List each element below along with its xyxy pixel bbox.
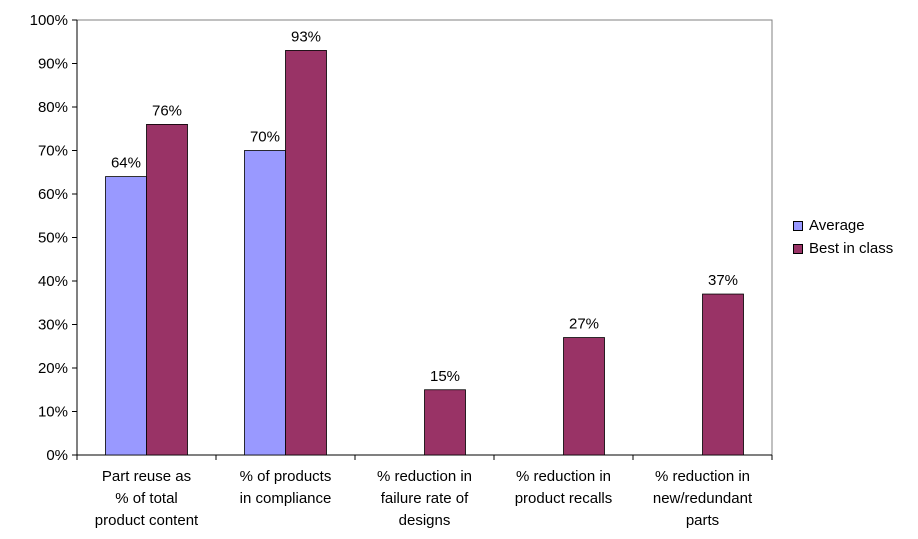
x-category-label: % of products in compliance — [240, 468, 332, 507]
legend-label-average: Average — [809, 217, 865, 234]
y-tick-label: 20% — [38, 360, 68, 377]
bar — [563, 337, 605, 456]
data-label: 37% — [708, 272, 738, 289]
y-tick-label: 60% — [38, 186, 68, 203]
data-label: 64% — [111, 155, 141, 172]
x-category-label: % reduction in product recalls — [515, 468, 613, 507]
legend: Average Best in class — [793, 214, 893, 260]
x-category-label: % reduction in failure rate of designs — [377, 468, 472, 529]
bar — [105, 176, 147, 456]
data-label: 15% — [430, 368, 460, 385]
y-tick-label: 0% — [46, 447, 68, 464]
legend-item-best-in-class: Best in class — [793, 237, 893, 260]
y-tick-label: 70% — [38, 143, 68, 160]
legend-item-average: Average — [793, 214, 893, 237]
data-label: 70% — [250, 129, 280, 146]
bar — [702, 293, 744, 456]
legend-swatch-average — [793, 220, 803, 231]
y-tick-label: 30% — [38, 317, 68, 334]
data-label: 93% — [291, 28, 321, 45]
y-tick-label: 100% — [30, 12, 68, 29]
y-tick-label: 90% — [38, 56, 68, 73]
legend-swatch-best-in-class — [793, 243, 803, 254]
y-tick-label: 50% — [38, 230, 68, 247]
bar — [424, 389, 466, 456]
y-tick-label: 40% — [38, 273, 68, 290]
data-label: 27% — [569, 316, 599, 333]
y-tick-label: 10% — [38, 404, 68, 421]
legend-label-best-in-class: Best in class — [809, 240, 894, 257]
x-category-label: % reduction in new/redundant parts — [653, 468, 753, 529]
bar — [285, 50, 327, 456]
bar — [146, 124, 188, 456]
data-label: 76% — [152, 102, 182, 119]
bar — [244, 150, 286, 456]
y-tick-label: 80% — [38, 99, 68, 116]
x-category-label: Part reuse as% of total product content — [95, 468, 199, 529]
